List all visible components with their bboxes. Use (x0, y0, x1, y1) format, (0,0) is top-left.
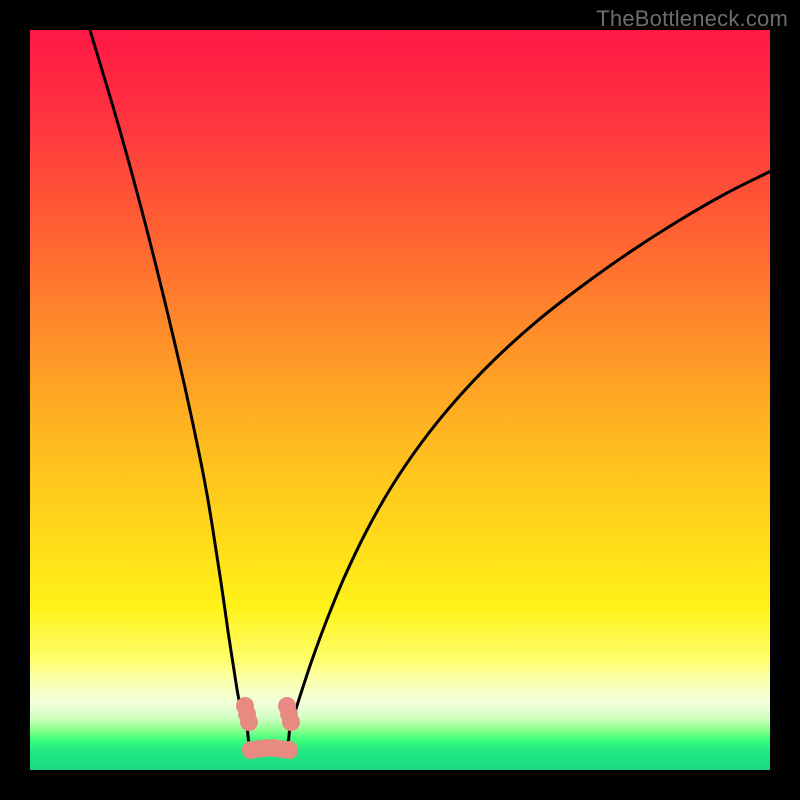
curve-overlay (30, 30, 770, 770)
bottleneck-curve-right-branch (269, 172, 771, 751)
curve-markers-group (236, 697, 300, 759)
left-branch-marker (236, 697, 258, 731)
bottleneck-curve-left-branch (90, 30, 269, 751)
watermark: TheBottleneck.com (596, 6, 788, 32)
chart-plot-area (30, 30, 770, 770)
valley-right-marker (265, 739, 298, 759)
